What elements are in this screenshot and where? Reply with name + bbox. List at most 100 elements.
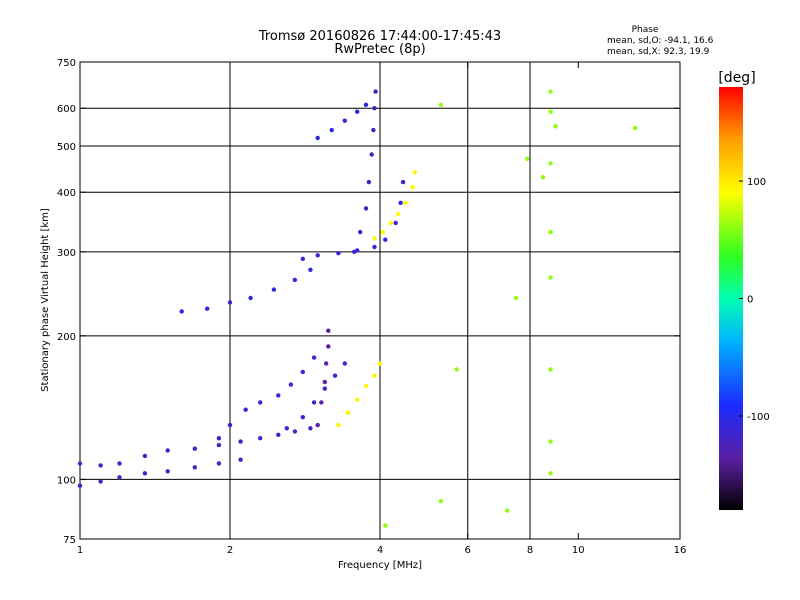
data-point <box>366 179 372 185</box>
y-tick-label: 300 <box>57 248 76 259</box>
data-point <box>165 469 170 474</box>
data-point <box>216 436 222 441</box>
grid-lines <box>80 62 680 539</box>
data-point <box>438 499 444 504</box>
data-point <box>412 170 418 175</box>
data-point <box>98 479 103 484</box>
data-point <box>326 344 331 349</box>
data-point <box>292 277 298 283</box>
data-point <box>258 436 263 441</box>
colorbar-label: [deg] <box>718 70 755 86</box>
data-point <box>342 361 347 366</box>
data-point <box>369 152 374 157</box>
chart-title: Tromsø 20160826 17:44:00-17:45:43 <box>258 29 501 44</box>
data-point <box>248 295 253 301</box>
data-point <box>276 432 281 437</box>
data-point <box>363 383 369 389</box>
data-point <box>403 200 408 205</box>
data-point <box>192 446 197 451</box>
data-point <box>398 200 403 205</box>
data-point <box>77 461 83 466</box>
data-point <box>410 184 415 190</box>
x-axis-label: Frequency [MHz] <box>338 560 422 571</box>
colorbar-tick-label: 100 <box>747 177 766 188</box>
data-point <box>300 256 305 261</box>
data-point <box>355 109 360 114</box>
data-point <box>355 397 360 402</box>
data-point <box>322 379 327 385</box>
data-point <box>300 369 305 375</box>
data-point <box>308 426 313 431</box>
x-tick-label: 1 <box>77 545 83 556</box>
y-tick-label: 400 <box>57 188 76 199</box>
data-point <box>388 220 393 226</box>
data-point <box>548 275 553 280</box>
data-point <box>315 253 320 258</box>
data-point <box>372 106 377 111</box>
data-point <box>315 422 320 428</box>
y-tick-label: 200 <box>57 332 76 343</box>
x-tick-label: 2 <box>227 545 233 556</box>
data-point <box>454 367 459 372</box>
data-point <box>358 229 363 235</box>
data-point <box>142 471 148 476</box>
y-tick-label: 500 <box>57 142 76 153</box>
colorbar-tick-label: -100 <box>747 412 770 423</box>
data-point <box>227 422 233 428</box>
data-point <box>363 206 369 211</box>
data-point <box>548 471 553 476</box>
data-point <box>393 220 398 226</box>
data-point <box>77 483 83 488</box>
data-point <box>292 429 298 434</box>
stats-heading: Phase <box>632 25 659 35</box>
data-point <box>288 382 294 387</box>
data-point <box>377 361 383 366</box>
data-point <box>165 448 170 453</box>
data-point <box>553 124 558 129</box>
data-point <box>216 461 222 466</box>
data-point <box>383 523 388 528</box>
data-point <box>117 461 122 466</box>
data-point <box>380 229 385 235</box>
data-point <box>548 367 553 372</box>
data-point <box>284 426 289 431</box>
data-point <box>548 89 553 94</box>
data-point <box>98 463 103 468</box>
data-point <box>315 135 320 141</box>
data-point <box>238 457 243 462</box>
x-tick-label: 10 <box>572 545 585 556</box>
data-point <box>632 125 638 131</box>
data-point <box>311 400 317 405</box>
y-tick-label: 600 <box>57 104 76 115</box>
data-point <box>400 179 406 185</box>
x-tick-label: 8 <box>527 545 533 556</box>
chart-subtitle: RwPretec (8p) <box>334 42 425 57</box>
data-point <box>324 361 329 366</box>
y-tick-label: 100 <box>57 475 76 486</box>
data-point <box>142 453 148 459</box>
y-tick-label: 750 <box>57 58 76 69</box>
data-point <box>216 442 222 448</box>
data-point <box>513 295 519 301</box>
x-tick-label: 6 <box>465 545 471 556</box>
data-point <box>505 508 510 513</box>
colorbar-ticks: 100 0 -100 <box>739 177 770 423</box>
axis-ticks: 1 2 4 6 8 10 16 75 100 200 300 400 500 600 750 <box>57 58 686 556</box>
data-point <box>345 410 351 415</box>
data-point <box>540 175 546 180</box>
data-point <box>372 244 377 250</box>
data-point <box>308 267 313 272</box>
data-point <box>352 249 357 254</box>
data-point <box>438 102 444 108</box>
data-point <box>396 211 401 217</box>
data-point <box>117 475 122 480</box>
data-point <box>271 287 277 292</box>
data-point <box>179 309 184 314</box>
data-point <box>548 161 553 166</box>
data-point <box>329 127 334 133</box>
data-point <box>548 109 553 114</box>
data-point <box>372 373 377 378</box>
data-point <box>276 393 281 398</box>
data-point <box>525 156 530 161</box>
data-points <box>77 89 638 528</box>
